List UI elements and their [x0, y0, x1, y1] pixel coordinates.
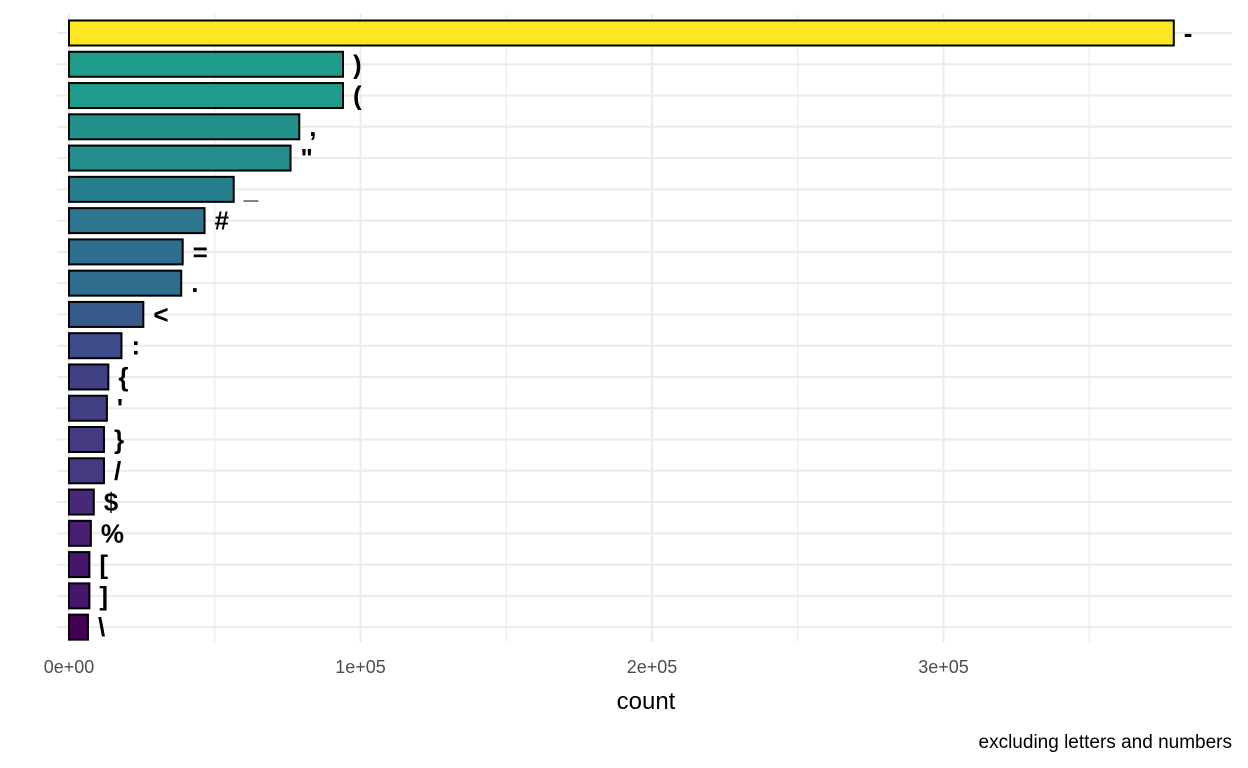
bar-label: - — [1184, 18, 1193, 48]
bar-label: ) — [353, 49, 362, 79]
x-tick-label: 1e+05 — [335, 657, 386, 677]
bar-label: ( — [353, 81, 362, 111]
bar-label: % — [101, 518, 124, 548]
x-axis-ticks: 0e+00 1e+05 2e+05 3e+05 — [44, 657, 969, 677]
bar — [68, 144, 292, 172]
bar-label: \ — [98, 612, 105, 642]
bar-label: . — [191, 268, 198, 298]
bar-label: : — [131, 331, 140, 361]
bar-label: [ — [99, 550, 108, 580]
bar-label: { — [118, 362, 128, 392]
bar — [68, 175, 235, 203]
bar — [68, 300, 145, 328]
bars — [68, 19, 1175, 641]
bar-label: < — [153, 299, 168, 329]
bar — [68, 269, 183, 297]
x-tick-label: 0e+00 — [44, 657, 95, 677]
bar — [68, 426, 105, 454]
bar-label: } — [114, 425, 124, 455]
bar-labels: -)(," _ #=. <:{'}/$%[]\ — [98, 18, 1193, 642]
bar — [68, 519, 92, 547]
bar — [68, 50, 345, 78]
x-tick-label: 3e+05 — [918, 657, 969, 677]
bar-label: , — [309, 112, 316, 142]
bar — [68, 582, 91, 610]
bar-label: = — [193, 237, 208, 267]
x-axis-title: count — [617, 688, 676, 715]
bar-label: " — [301, 143, 313, 173]
bar — [68, 394, 108, 422]
bar — [68, 613, 89, 641]
bar — [68, 488, 95, 516]
bar — [68, 238, 184, 266]
bar — [68, 363, 110, 391]
bar-label: # — [215, 206, 230, 236]
x-tick-label: 2e+05 — [627, 657, 678, 677]
bar — [68, 551, 91, 579]
bar — [68, 332, 123, 360]
bar-label: _ — [243, 174, 259, 204]
bar-label: / — [114, 456, 121, 486]
bar — [68, 19, 1175, 47]
bar-label: ] — [99, 581, 108, 611]
bar — [68, 457, 105, 485]
bar-label: $ — [104, 487, 119, 517]
bar — [68, 82, 345, 110]
bar-label: ' — [117, 393, 123, 423]
chart-caption: excluding letters and numbers — [979, 732, 1232, 753]
bar — [68, 113, 301, 141]
bar — [68, 207, 206, 235]
